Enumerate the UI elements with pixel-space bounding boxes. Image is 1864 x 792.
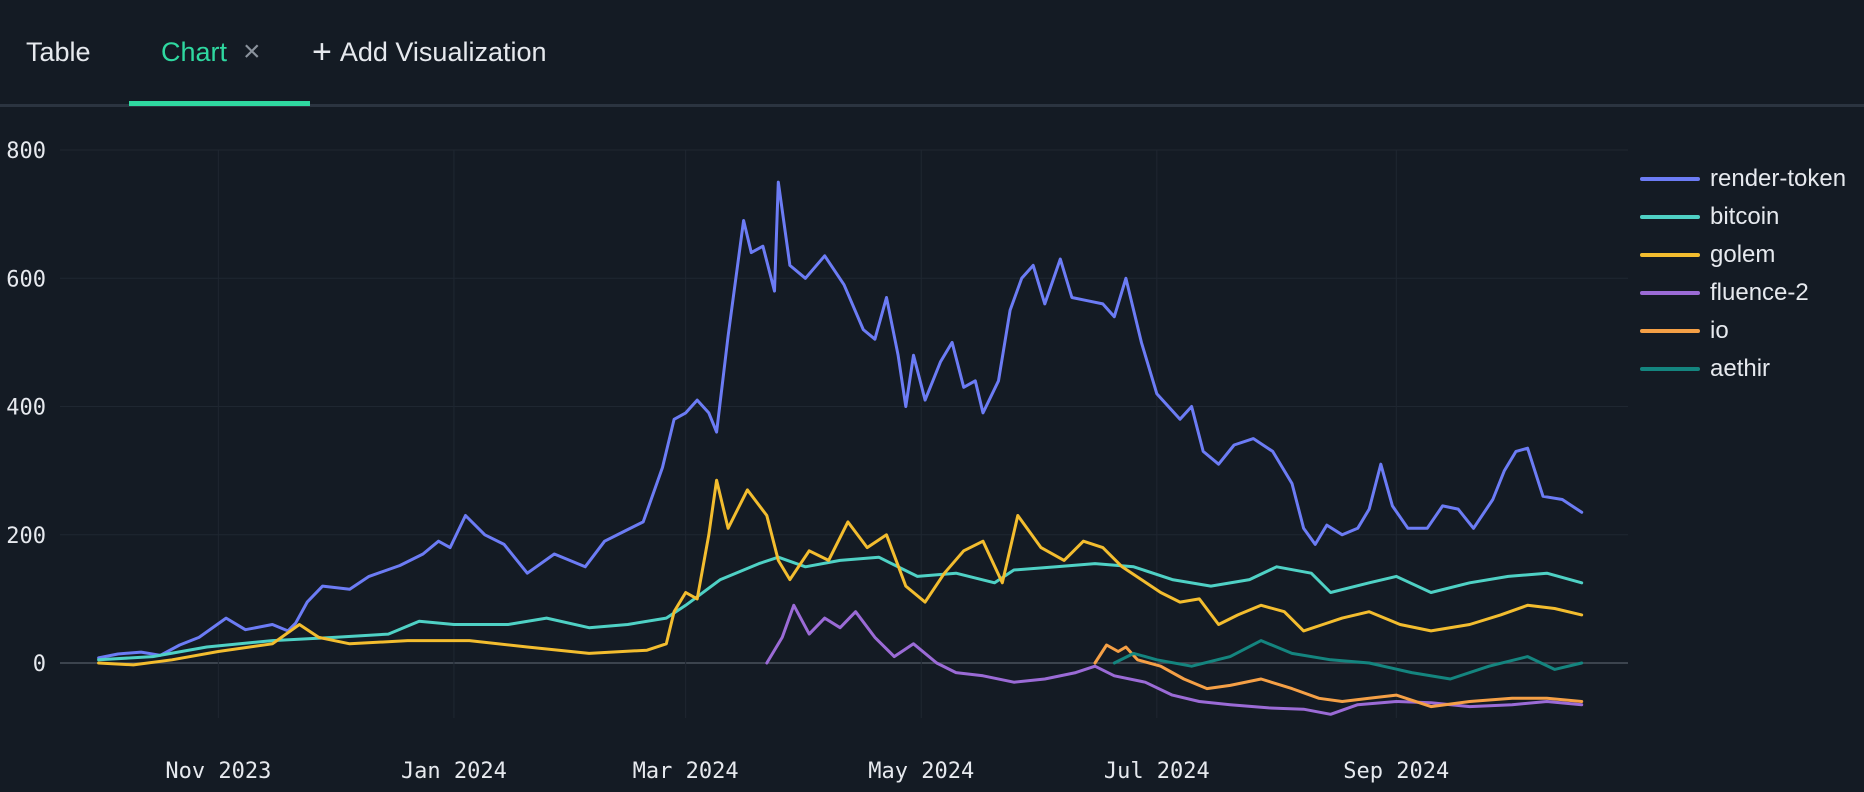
series-line-fluence-2 xyxy=(765,603,1584,716)
legend-item-render-token[interactable]: render-token xyxy=(1640,160,1846,198)
x-tick-label: Mar 2024 xyxy=(633,759,739,784)
add-visualization-label: Add Visualization xyxy=(339,36,547,67)
y-tick-label: 200 xyxy=(6,524,46,549)
legend-item-fluence-2[interactable]: fluence-2 xyxy=(1640,274,1846,312)
line-chart: 0 200 400 600 800 Nov 2023 Jan 2024 Mar 2024 May… xyxy=(6,139,1628,784)
x-tick-label: May 2024 xyxy=(868,759,974,784)
legend-item-io[interactable]: io xyxy=(1640,312,1846,350)
series-line-io xyxy=(1093,643,1584,709)
tab-table[interactable]: Table xyxy=(26,0,91,104)
series-line-bitcoin xyxy=(97,555,1584,662)
legend-item-golem[interactable]: golem xyxy=(1640,236,1846,274)
x-tick-label: Jul 2024 xyxy=(1104,759,1210,784)
x-tick-label: Sep 2024 xyxy=(1343,759,1449,784)
legend-label: fluence-2 xyxy=(1710,279,1809,306)
series-line-aethir xyxy=(1112,639,1584,681)
tab-bar: Table Chart × + Add Visualization xyxy=(0,0,1864,107)
legend-label: golem xyxy=(1710,241,1776,268)
tab-table-label: Table xyxy=(26,36,91,67)
legend-label: aethir xyxy=(1710,355,1771,382)
x-tick-label: Nov 2023 xyxy=(165,759,271,784)
x-tick-label: Jan 2024 xyxy=(401,759,507,784)
y-tick-label: 600 xyxy=(6,267,46,292)
series-line-render-token xyxy=(97,180,1584,660)
close-icon[interactable]: × xyxy=(243,35,261,68)
plus-icon: + xyxy=(312,33,332,71)
legend-label: bitcoin xyxy=(1710,203,1780,230)
active-tab-underline xyxy=(129,101,310,106)
legend-swatch xyxy=(1640,329,1700,333)
y-tick-label: 0 xyxy=(33,652,46,677)
y-tick-label: 400 xyxy=(6,396,46,421)
legend-swatch xyxy=(1640,177,1700,181)
legend-label: render-token xyxy=(1710,165,1847,192)
legend-item-bitcoin[interactable]: bitcoin xyxy=(1640,198,1846,236)
legend-swatch xyxy=(1640,253,1700,257)
tab-chart[interactable]: Chart × xyxy=(161,0,261,104)
legend-swatch xyxy=(1640,215,1700,219)
add-visualization-button[interactable]: + Add Visualization xyxy=(312,0,547,104)
legend-label: io xyxy=(1710,317,1729,344)
series-line-golem xyxy=(97,478,1584,667)
y-tick-label: 800 xyxy=(6,139,46,164)
legend-item-aethir[interactable]: aethir xyxy=(1640,350,1846,388)
legend-swatch xyxy=(1640,291,1700,295)
chart-legend: render-token bitcoin golem fluence-2 io aethi… xyxy=(1640,160,1846,388)
tab-chart-label: Chart xyxy=(161,36,228,67)
legend-swatch xyxy=(1640,367,1700,371)
